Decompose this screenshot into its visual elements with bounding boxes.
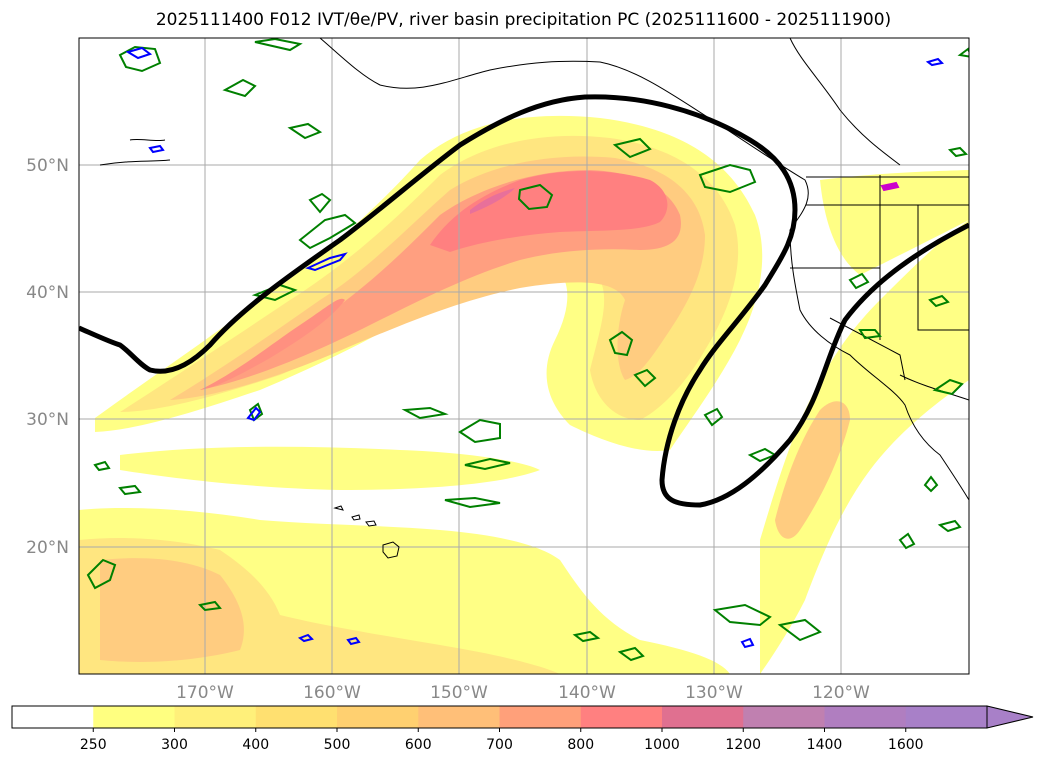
colorbar-tick-label: 1200 bbox=[725, 737, 761, 753]
colorbar-segment bbox=[743, 706, 825, 728]
pv-contours bbox=[86, 38, 969, 662]
ivt-band-interior bbox=[820, 170, 969, 275]
figure-title: 2025111400 F012 IVT/θe/PV, river basin p… bbox=[155, 10, 892, 30]
lat-label-30n: 30°N bbox=[26, 410, 69, 430]
colorbar-tick-label: 1600 bbox=[888, 737, 924, 753]
map-frame bbox=[78, 37, 970, 675]
ivt-band-west-coast-500 bbox=[775, 401, 850, 539]
ivt-band-mid-250 bbox=[120, 446, 540, 490]
ivt-band-south-500 bbox=[100, 558, 244, 662]
colorbar-tick-label: 600 bbox=[405, 737, 432, 753]
colorbar-segment bbox=[255, 706, 338, 728]
colorbar-segment bbox=[662, 706, 744, 728]
colorbar-segment bbox=[418, 706, 500, 728]
colorbar-segment bbox=[905, 706, 988, 728]
ivt-band-700-west bbox=[200, 298, 345, 390]
colorbar-segment bbox=[580, 706, 663, 728]
colorbar-tick-label: 400 bbox=[242, 737, 269, 753]
colorbar-segment bbox=[824, 706, 907, 728]
longitude-labels: 170°W 160°W 150°W 140°W 130°W 120°W bbox=[176, 683, 870, 703]
ivt-field bbox=[79, 115, 969, 674]
ivt-band-1000 bbox=[430, 171, 668, 252]
lat-label-50n: 50°N bbox=[26, 156, 69, 176]
theta-contours bbox=[125, 46, 945, 649]
colorbar-tick-label: 500 bbox=[324, 737, 351, 753]
lon-label-130w: 130°W bbox=[685, 683, 743, 703]
lon-label-120w: 120°W bbox=[812, 683, 870, 703]
lon-label-160w: 160°W bbox=[303, 683, 361, 703]
colorbar-tick-label: 800 bbox=[567, 737, 594, 753]
ivt-band-west-coast bbox=[760, 220, 969, 674]
colorbar-segment bbox=[174, 706, 257, 728]
colorbar-tick-label: 1400 bbox=[807, 737, 843, 753]
colorbar-segment bbox=[12, 706, 94, 728]
colorbar-tick-label: 300 bbox=[161, 737, 188, 753]
colorbar-segment bbox=[337, 706, 419, 728]
lon-label-150w: 150°W bbox=[430, 683, 488, 703]
colorbar-tick-label: 1000 bbox=[644, 737, 680, 753]
ivt-band-1200 bbox=[470, 188, 515, 214]
lat-label-40n: 40°N bbox=[26, 283, 69, 303]
colorbar-tick-label: 250 bbox=[80, 737, 107, 753]
colorbar-extend-arrow bbox=[986, 705, 1034, 729]
latitude-labels: 50°N 40°N 30°N 20°N bbox=[26, 156, 69, 558]
lat-label-20n: 20°N bbox=[26, 538, 69, 558]
lon-label-140w: 140°W bbox=[558, 683, 616, 703]
hawaii-islands bbox=[333, 505, 400, 559]
gridlines bbox=[79, 38, 969, 674]
lon-label-170w: 170°W bbox=[176, 683, 234, 703]
colorbar: 250 300 400 500 600 700 800 1000 1200 1400 1600 bbox=[11, 705, 1034, 753]
coastline bbox=[99, 38, 969, 501]
colorbar-segment bbox=[499, 706, 582, 728]
pv-high-marker bbox=[880, 181, 900, 192]
colorbar-tick-label: 700 bbox=[486, 737, 513, 753]
colorbar-segment bbox=[93, 706, 175, 728]
basin-outline bbox=[79, 94, 969, 508]
